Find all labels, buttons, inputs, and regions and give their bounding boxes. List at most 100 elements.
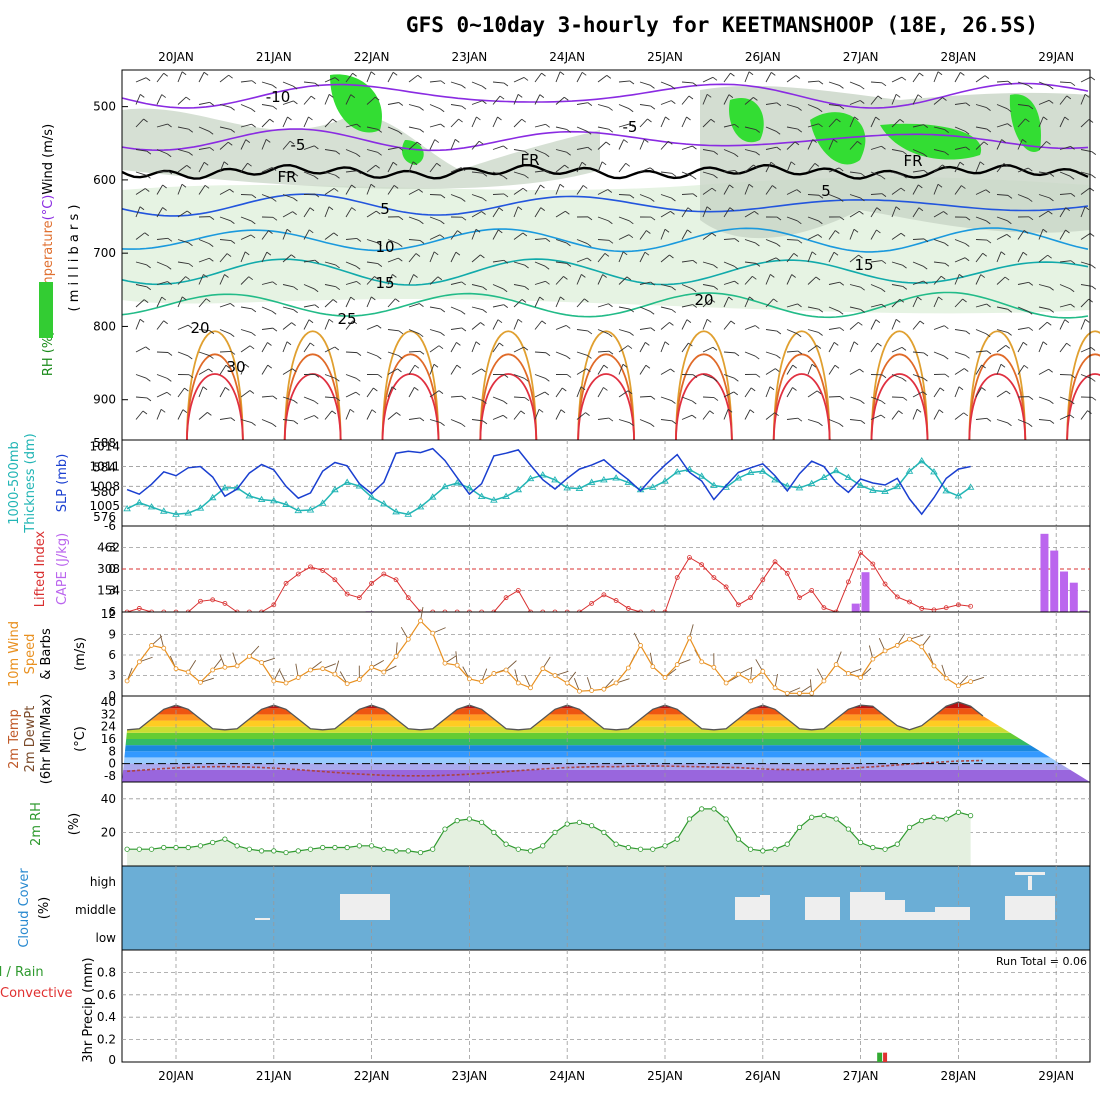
wind-barb [597, 417, 609, 420]
wind-barb-flag [649, 198, 655, 202]
lifted-index-point [271, 602, 277, 608]
wind-barb [366, 184, 372, 195]
wind-barb [1059, 95, 1068, 105]
wind-barb-flag [146, 397, 152, 402]
wind-barb [513, 410, 522, 420]
wind-barb-flag [838, 198, 844, 202]
wind-barb [345, 351, 358, 354]
rh-core [1009, 94, 1041, 152]
rh-point [479, 819, 485, 825]
wind-barb [261, 194, 273, 199]
wind-barb [1017, 167, 1029, 173]
wind-barb-flag [1066, 342, 1071, 347]
wind-barb-flag [161, 94, 166, 98]
wind-barb-flag [482, 420, 488, 425]
rh2m-unit: (%) [67, 813, 82, 836]
wind-barb [576, 412, 586, 420]
wind-barb-flag [375, 164, 380, 169]
wind-barb-flag [1070, 303, 1075, 308]
wind-barb [807, 276, 817, 285]
wind-barb [282, 368, 293, 375]
wind-barb-flag [293, 286, 298, 291]
wind-barb [240, 104, 252, 110]
thickness-point [172, 510, 180, 517]
day-label-top: 24JAN [549, 50, 585, 64]
rh-point [442, 826, 448, 832]
temp-band [122, 745, 1090, 752]
rh-tick-label: 20 [101, 825, 116, 839]
wind-barb-flag [755, 242, 760, 247]
wind-barb [828, 252, 835, 263]
wind-barb-flag [733, 391, 739, 396]
wind-barb-flag [460, 310, 466, 315]
rh-point [197, 843, 204, 849]
day-label-bottom: 24JAN [549, 1069, 585, 1083]
thickness-point [734, 474, 743, 481]
wind-barb-flag [139, 318, 145, 323]
wind-barb-flag [188, 263, 194, 268]
wind-barb [1038, 141, 1047, 150]
rh-point [747, 846, 754, 852]
thickness-point [416, 503, 425, 510]
wind-barb-flag [1046, 321, 1052, 326]
wind-barb [660, 116, 666, 128]
wind-barb-flag [186, 210, 192, 215]
temp-tick-label: 0 [108, 757, 116, 771]
wind-barb [702, 396, 715, 399]
wind-barb-flag [944, 242, 949, 247]
wind-barb-flag [563, 276, 568, 280]
wind-barb-flag [352, 72, 357, 77]
wind-barb [429, 364, 435, 375]
wind-speed-point [466, 676, 472, 682]
wind-barb [1038, 368, 1049, 375]
temp-tick-label: -8 [104, 769, 116, 783]
wind-barb-flag [166, 391, 172, 396]
wind-barb-flag [923, 280, 928, 285]
cape-tick-label: 462 [97, 541, 120, 555]
wind-speed-point [674, 662, 680, 667]
wind-barb [828, 419, 840, 425]
temp-band [122, 769, 1090, 782]
wind-barb [1080, 347, 1092, 353]
wind-speed-point [161, 645, 167, 651]
thickness-point [600, 476, 608, 483]
wind-barb-flag [776, 102, 782, 107]
wind-barb [996, 216, 1008, 222]
wind-barb [408, 126, 420, 130]
thickness-point [245, 492, 254, 499]
wind-barb-flag [627, 390, 633, 395]
wind-barb-flag [1049, 309, 1055, 313]
wind-barb-flag [816, 390, 822, 395]
wind-barb [282, 171, 294, 174]
rh-band-grey [122, 108, 600, 189]
wind-barb-flag [860, 400, 865, 404]
wind-barb-flag [419, 350, 425, 355]
wind-barb-flag [314, 145, 319, 150]
wind-barb-flag [608, 417, 614, 422]
wind-barb-flag [797, 350, 803, 355]
wind-barb [744, 409, 751, 420]
wind-speed-point [894, 643, 900, 648]
contour-label: 10 [375, 238, 394, 256]
wind-barb [891, 374, 903, 379]
wind-barb-flag [857, 140, 862, 145]
wind-barb-flag [797, 303, 802, 308]
wind-barb [681, 193, 694, 195]
wind-barb [996, 163, 1005, 173]
wind-barb-flag [355, 265, 361, 270]
wind-barb-flag [860, 309, 865, 313]
wind-barb [450, 327, 462, 330]
wind-barb-flag [266, 251, 272, 256]
wind-barb-flag [711, 232, 717, 237]
wind-barb-flag [752, 275, 757, 280]
wind-barb-flag [1084, 93, 1090, 98]
wind-barb [156, 149, 168, 155]
wind-barb-flag [664, 341, 670, 346]
wind-speed-point [809, 690, 815, 696]
wind-barb [282, 229, 288, 240]
wind-barb [177, 387, 185, 398]
wind-barb-flag [937, 71, 943, 76]
wind-barb [429, 216, 441, 222]
wind-barb-flag [749, 409, 755, 414]
wind-barb [975, 104, 987, 109]
